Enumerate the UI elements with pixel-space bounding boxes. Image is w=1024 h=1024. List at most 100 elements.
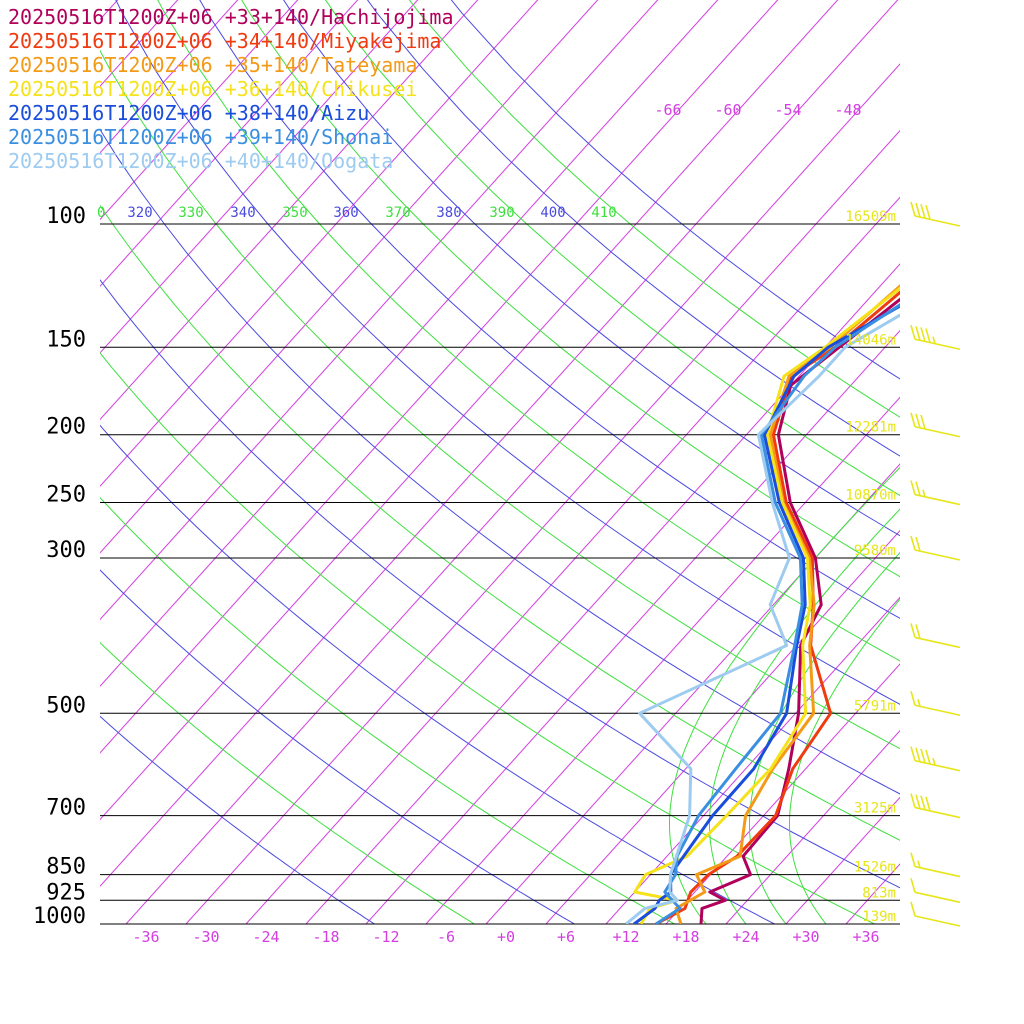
isotherm-line xyxy=(305,263,900,924)
dry-adiabat-line xyxy=(199,0,900,619)
legend-entry: 20250516T1200Z+06 +40+140/Oogata xyxy=(8,149,393,173)
theta-label: 340 xyxy=(230,205,255,221)
isotherm-line xyxy=(545,529,900,924)
theta-label: 320 xyxy=(127,205,152,221)
isotherm-line xyxy=(966,0,1024,924)
theta-label: 380 xyxy=(436,205,461,221)
series-line-shonai xyxy=(655,303,900,924)
theta-label: 370 xyxy=(385,205,410,221)
dry-adiabat-line xyxy=(157,0,900,662)
wind-barb xyxy=(910,623,961,649)
dry-adiabat-line xyxy=(115,0,900,705)
pressure-label-200: 200 xyxy=(46,415,86,440)
top-isotherm-label: -54 xyxy=(774,101,801,119)
dry-adiabat-line xyxy=(100,569,576,924)
pressure-label-850: 850 xyxy=(46,855,86,880)
height-label-500: 5791m xyxy=(854,698,896,714)
series-line-hachijojima xyxy=(699,297,900,924)
dry-adiabat-line xyxy=(100,128,900,795)
isotherm-line xyxy=(365,329,900,924)
pressure-label-700: 700 xyxy=(46,796,86,821)
moist-adiabat-line xyxy=(669,466,900,924)
isotherm-line xyxy=(485,463,900,924)
wind-barb xyxy=(910,901,961,927)
x-tick-label: +18 xyxy=(672,928,699,946)
x-tick-label: -12 xyxy=(372,928,399,946)
x-tick-label: -24 xyxy=(252,928,279,946)
height-label-150: 14046m xyxy=(845,332,896,348)
height-label-700: 3125m xyxy=(854,801,896,817)
x-tick-label: -18 xyxy=(312,928,339,946)
height-label-1000: 139m xyxy=(862,909,896,925)
top-isotherm-label: -48 xyxy=(834,101,861,119)
wind-barb xyxy=(910,412,961,438)
pressure-label-250: 250 xyxy=(46,483,86,508)
legend: 20250516T1200Z+06 +33+140/Hachijojima202… xyxy=(8,5,454,173)
isotherm-line xyxy=(665,663,900,924)
x-tick-label: +12 xyxy=(612,928,639,946)
pressure-label-1000: 1000 xyxy=(33,904,86,929)
pressure-label-925: 925 xyxy=(46,880,86,905)
isotherm-line xyxy=(100,0,299,221)
wind-barb xyxy=(910,201,961,227)
theta-label: 390 xyxy=(489,205,514,221)
top-isotherm-label: -66 xyxy=(654,101,681,119)
height-label-100: 16509m xyxy=(845,209,896,225)
theta-label: 360 xyxy=(333,205,358,221)
height-label-850: 1526m xyxy=(854,860,896,876)
theta-label: 350 xyxy=(282,205,307,221)
dry-adiabat-line xyxy=(283,0,900,537)
top-isotherm-label: -60 xyxy=(714,101,741,119)
series-line-miyakejima xyxy=(655,290,900,924)
x-tick-label: -6 xyxy=(437,928,455,946)
isotherm-line xyxy=(785,796,900,924)
pressure-label-300: 300 xyxy=(46,538,86,563)
height-label-250: 10870m xyxy=(845,488,896,504)
wind-barb xyxy=(910,480,961,506)
dry-adiabat-line xyxy=(100,49,900,750)
x-tick-label: -36 xyxy=(132,928,159,946)
x-tick-label: +0 xyxy=(497,928,515,946)
theta-label: 410 xyxy=(591,205,616,221)
series-line-chikusei xyxy=(633,286,900,924)
theta-label: 0 xyxy=(97,205,105,221)
wind-barb xyxy=(910,746,961,772)
isotherm-line xyxy=(100,0,359,287)
isotherm-line xyxy=(425,396,900,924)
wind-barb xyxy=(910,878,961,904)
height-label-200: 12281m xyxy=(845,420,896,436)
dry-adiabat-line xyxy=(100,715,376,924)
x-tick-label: +24 xyxy=(732,928,759,946)
legend-entry: 20250516T1200Z+06 +34+140/Miyakejima xyxy=(8,29,441,53)
wind-barb xyxy=(910,852,961,878)
x-tick-label: -30 xyxy=(192,928,219,946)
dry-adiabat-line xyxy=(100,496,676,924)
pressure-label-100: 100 xyxy=(46,204,86,229)
chart-labels: 100 16509m 150 14046m 200 12281m 250 10870m 300 9… xyxy=(33,101,896,946)
isotherm-line xyxy=(725,729,900,924)
series-line-aizu xyxy=(633,304,900,924)
wind-barb xyxy=(910,325,961,351)
theta-label: 330 xyxy=(178,205,203,221)
x-tick-label: +30 xyxy=(792,928,819,946)
isotherm-line xyxy=(100,0,239,154)
dry-adiabat-line xyxy=(366,0,900,457)
wind-barb xyxy=(910,793,961,819)
wind-barb xyxy=(910,535,961,561)
profile-series xyxy=(625,284,900,924)
isotherm-line xyxy=(906,0,1024,924)
dry-adiabat-line xyxy=(241,0,900,578)
x-tick-label: +6 xyxy=(557,928,575,946)
legend-entry: 20250516T1200Z+06 +35+140/Tateyama xyxy=(8,53,417,77)
dry-adiabat-line xyxy=(100,642,476,924)
moist-adiabat-line xyxy=(709,508,900,924)
isotherm-line xyxy=(605,596,900,924)
pressure-label-150: 150 xyxy=(46,327,86,352)
legend-entry: 20250516T1200Z+06 +36+140/Chikusei xyxy=(8,77,417,101)
height-label-925: 813m xyxy=(862,885,896,901)
pressure-label-500: 500 xyxy=(46,693,86,718)
series-line-oogata xyxy=(625,313,900,924)
dry-adiabat-line xyxy=(100,279,900,889)
wind-barbs xyxy=(910,201,961,927)
